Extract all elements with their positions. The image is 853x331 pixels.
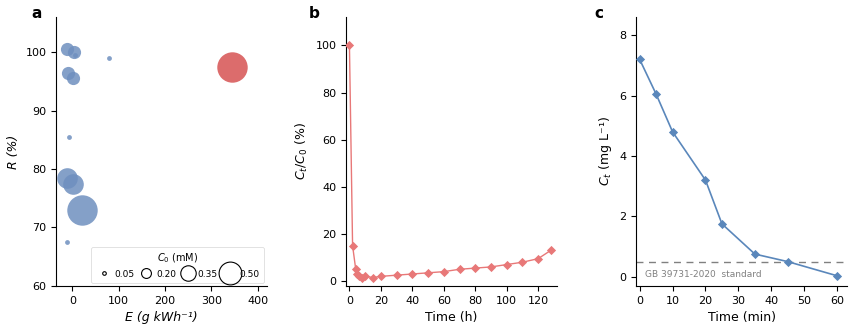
Point [68,52,82,58]
Point [61,134,75,139]
Point [358,274,372,279]
Y-axis label: $C_t$ (mg L⁻¹): $C_t$ (mg L⁻¹) [596,117,613,186]
Point [698,177,711,183]
Point [747,252,761,257]
Point [515,260,529,265]
Point [484,264,497,269]
Point [75,207,89,213]
Point [829,273,843,278]
Point [102,55,116,61]
Point [60,47,73,52]
Point [345,243,359,248]
Point [648,91,662,97]
Point [351,274,365,279]
Point [780,259,793,264]
Point [467,265,481,271]
Point [437,269,450,274]
Text: b: b [308,6,319,22]
X-axis label: E (g kWh⁻¹): E (g kWh⁻¹) [125,311,198,324]
Point [67,76,80,81]
Text: a: a [31,6,41,22]
Point [355,275,368,280]
Point [67,50,80,55]
Point [374,274,387,279]
Point [61,70,74,75]
Point [60,175,73,180]
Point [632,57,646,62]
Point [342,43,356,48]
Point [350,271,363,277]
Point [366,275,380,280]
Point [421,270,434,275]
Point [405,271,419,277]
Point [543,248,557,253]
Point [499,262,513,267]
Point [389,272,403,278]
Point [60,239,73,245]
Point [714,221,728,226]
X-axis label: Time (h): Time (h) [425,311,478,324]
Point [349,267,363,272]
Y-axis label: R (%): R (%) [7,134,20,168]
Point [225,64,239,70]
Point [665,129,679,134]
Y-axis label: $C_t$/$C_0$ (%): $C_t$/$C_0$ (%) [293,122,310,180]
Point [67,181,80,186]
Text: c: c [594,6,602,22]
Legend: 0.05, 0.20, 0.35, 0.50: 0.05, 0.20, 0.35, 0.50 [90,247,264,283]
Point [452,267,466,272]
Point [531,256,544,261]
Text: GB 39731-2020  standard: GB 39731-2020 standard [644,270,760,279]
X-axis label: Time (min): Time (min) [707,311,775,324]
